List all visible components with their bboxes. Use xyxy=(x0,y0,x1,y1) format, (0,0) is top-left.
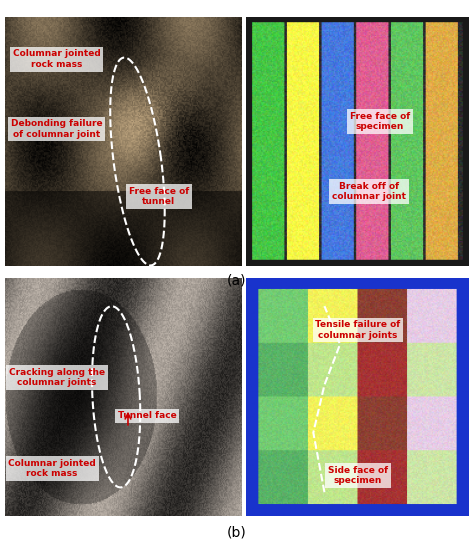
Text: Debonding failure
of columnar joint: Debonding failure of columnar joint xyxy=(11,119,103,139)
Text: Tunnel face: Tunnel face xyxy=(118,411,176,421)
Text: Free face of
specimen: Free face of specimen xyxy=(350,112,410,131)
Text: Side face of
specimen: Side face of specimen xyxy=(328,466,388,485)
Text: Cracking along the
columnar joints: Cracking along the columnar joints xyxy=(9,368,105,387)
Text: (b): (b) xyxy=(227,526,247,540)
Text: Columnar jointed
rock mass: Columnar jointed rock mass xyxy=(13,49,101,69)
Text: Columnar jointed
rock mass: Columnar jointed rock mass xyxy=(8,459,96,478)
Text: (a): (a) xyxy=(227,273,247,287)
Text: Tensile failure of
columnar joints: Tensile failure of columnar joints xyxy=(315,320,401,340)
Text: Free face of
tunnel: Free face of tunnel xyxy=(128,187,189,206)
Text: Break off of
columnar joint: Break off of columnar joint xyxy=(332,182,406,201)
